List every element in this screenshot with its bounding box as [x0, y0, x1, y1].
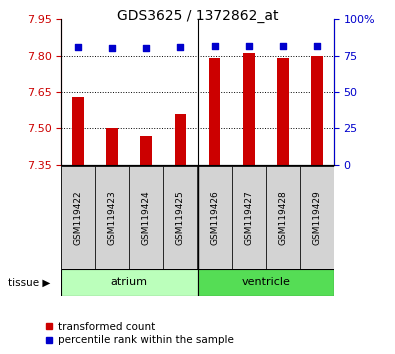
Point — [177, 44, 184, 50]
Bar — [209, 58, 220, 165]
Bar — [61, 269, 197, 296]
Bar — [141, 136, 152, 165]
Bar — [106, 129, 118, 165]
Bar — [198, 166, 231, 269]
Text: GSM119428: GSM119428 — [278, 190, 287, 245]
Bar — [265, 166, 300, 269]
Bar — [72, 97, 84, 165]
Text: tissue ▶: tissue ▶ — [8, 277, 50, 287]
Bar — [130, 166, 164, 269]
Text: ventricle: ventricle — [241, 277, 290, 287]
Point — [245, 43, 252, 48]
Text: GSM119429: GSM119429 — [312, 190, 321, 245]
Text: GDS3625 / 1372862_at: GDS3625 / 1372862_at — [117, 9, 278, 23]
Text: GSM119426: GSM119426 — [210, 190, 219, 245]
Bar — [231, 166, 265, 269]
Point — [211, 43, 218, 48]
Point — [109, 46, 115, 51]
Bar — [175, 114, 186, 165]
Bar — [61, 166, 95, 269]
Bar — [300, 166, 334, 269]
Bar — [198, 269, 334, 296]
Bar — [243, 53, 254, 165]
Text: GSM119425: GSM119425 — [176, 190, 185, 245]
Text: GSM119422: GSM119422 — [74, 190, 83, 245]
Legend: transformed count, percentile rank within the sample: transformed count, percentile rank withi… — [45, 322, 234, 345]
Text: GSM119423: GSM119423 — [108, 190, 117, 245]
Point — [314, 43, 320, 48]
Bar — [164, 166, 198, 269]
Point — [75, 44, 81, 50]
Point — [143, 46, 150, 51]
Bar — [311, 56, 323, 165]
Text: GSM119427: GSM119427 — [244, 190, 253, 245]
Point — [280, 43, 286, 48]
Bar — [95, 166, 130, 269]
Text: atrium: atrium — [111, 277, 148, 287]
Text: GSM119424: GSM119424 — [142, 190, 151, 245]
Bar — [277, 58, 289, 165]
